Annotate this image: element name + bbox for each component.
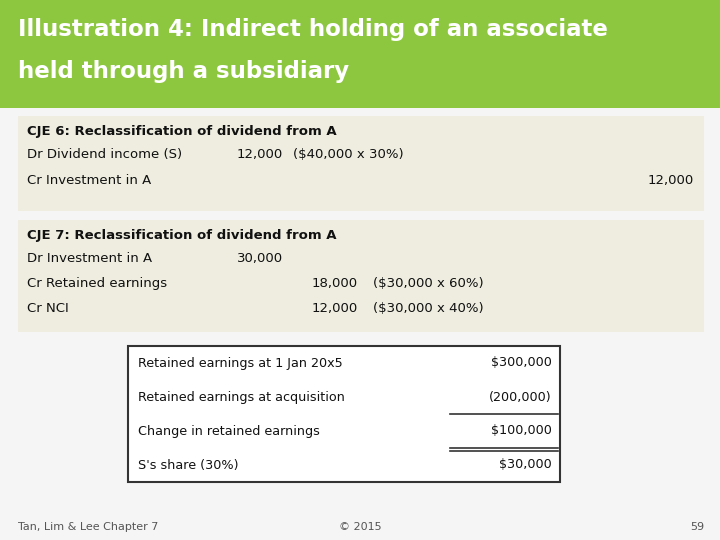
Text: held through a subsidiary: held through a subsidiary (18, 60, 349, 83)
Text: ($30,000 x 60%): ($30,000 x 60%) (373, 277, 484, 290)
Text: $30,000: $30,000 (499, 458, 552, 471)
Text: © 2015: © 2015 (338, 522, 382, 532)
Text: ($30,000 x 40%): ($30,000 x 40%) (373, 302, 484, 315)
Text: Dr Investment in A: Dr Investment in A (27, 252, 152, 265)
FancyBboxPatch shape (0, 0, 720, 108)
Text: Retained earnings at 1 Jan 20x5: Retained earnings at 1 Jan 20x5 (138, 356, 343, 369)
FancyBboxPatch shape (18, 116, 704, 211)
Text: ($40,000 x 30%): ($40,000 x 30%) (293, 148, 404, 161)
Text: (200,000): (200,000) (490, 390, 552, 403)
Text: Cr Investment in A: Cr Investment in A (27, 174, 151, 187)
Text: CJE 6: Reclassification of dividend from A: CJE 6: Reclassification of dividend from… (27, 125, 337, 138)
Text: Change in retained earnings: Change in retained earnings (138, 424, 320, 437)
Text: 18,000: 18,000 (312, 277, 358, 290)
Text: Tan, Lim & Lee Chapter 7: Tan, Lim & Lee Chapter 7 (18, 522, 158, 532)
Text: CJE 7: Reclassification of dividend from A: CJE 7: Reclassification of dividend from… (27, 229, 336, 242)
FancyBboxPatch shape (18, 220, 704, 332)
Text: S's share (30%): S's share (30%) (138, 458, 238, 471)
Text: 12,000: 12,000 (237, 148, 283, 161)
Text: $100,000: $100,000 (491, 424, 552, 437)
Text: Dr Dividend income (S): Dr Dividend income (S) (27, 148, 182, 161)
Text: Retained earnings at acquisition: Retained earnings at acquisition (138, 390, 345, 403)
Text: Cr NCI: Cr NCI (27, 302, 68, 315)
FancyBboxPatch shape (128, 346, 560, 482)
Text: 12,000: 12,000 (312, 302, 358, 315)
Text: Illustration 4: Indirect holding of an associate: Illustration 4: Indirect holding of an a… (18, 18, 608, 41)
Text: $300,000: $300,000 (491, 356, 552, 369)
Text: 59: 59 (690, 522, 704, 532)
Text: 12,000: 12,000 (648, 174, 694, 187)
Text: Cr Retained earnings: Cr Retained earnings (27, 277, 167, 290)
Text: 30,000: 30,000 (237, 252, 283, 265)
